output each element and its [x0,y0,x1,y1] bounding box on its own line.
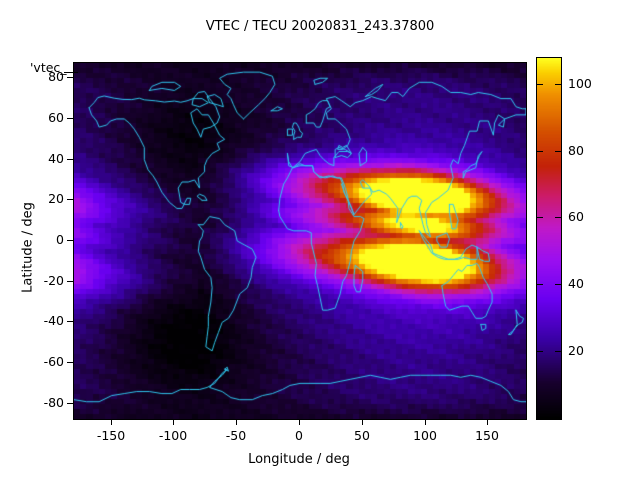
colorbar-tick-mark [537,284,543,285]
y-tick-label: -40 [43,313,64,328]
y-tick-mark [67,362,73,363]
colorbar-tick-mark [537,351,543,352]
x-tick-mark [362,419,363,425]
colorbar-tick-label: 20 [568,343,584,358]
y-tick-label: 80 [48,69,64,84]
colorbar-tick-mark [537,84,543,85]
colorbar [536,57,562,420]
y-tick-mark [67,403,73,404]
y-tick-label: 40 [48,151,64,166]
colorbar-tick-mark [555,84,561,85]
page-title: VTEC / TECU 20020831_243.37800 [205,19,435,34]
x-tick-mark [299,419,300,425]
x-tick-label: 50 [354,428,370,443]
x-tick-label: 150 [475,428,499,443]
vtec-heatmap-canvas [74,63,526,419]
legend-key-line [64,72,78,73]
x-tick-label: -150 [96,428,126,443]
y-tick-mark [67,199,73,200]
x-tick-mark [173,419,174,425]
legend-key-label: 'vtec_ [30,60,67,75]
colorbar-tick-mark [555,284,561,285]
colorbar-tick-label: 80 [568,143,584,158]
y-tick-label: -80 [43,395,64,410]
y-tick-mark [67,77,73,78]
y-tick-label: 20 [48,191,64,206]
x-tick-label: -50 [225,428,247,443]
y-tick-label: 60 [48,110,64,125]
colorbar-tick-mark [537,217,543,218]
colorbar-tick-label: 100 [568,76,592,91]
x-tick-label: 0 [295,428,303,443]
colorbar-tick-mark [555,151,561,152]
x-tick-label: -100 [158,428,188,443]
y-tick-mark [67,321,73,322]
y-tick-mark [67,281,73,282]
y-tick-label: 0 [56,232,64,247]
colorbar-gradient [537,58,561,419]
y-tick-label: -60 [43,354,64,369]
y-tick-label: -20 [43,273,64,288]
colorbar-tick-label: 60 [568,209,584,224]
colorbar-tick-mark [555,351,561,352]
x-tick-mark [425,419,426,425]
colorbar-tick-label: 40 [568,276,584,291]
y-axis-title: Latitude / deg [20,202,36,293]
x-tick-mark [487,419,488,425]
x-tick-mark [111,419,112,425]
colorbar-tick-mark [555,217,561,218]
y-tick-mark [67,159,73,160]
x-tick-label: 100 [413,428,437,443]
y-tick-mark [67,240,73,241]
x-axis-title: Longitude / deg [248,452,350,467]
y-tick-mark [67,118,73,119]
colorbar-tick-mark [537,151,543,152]
plot-area [73,62,527,420]
x-tick-mark [236,419,237,425]
